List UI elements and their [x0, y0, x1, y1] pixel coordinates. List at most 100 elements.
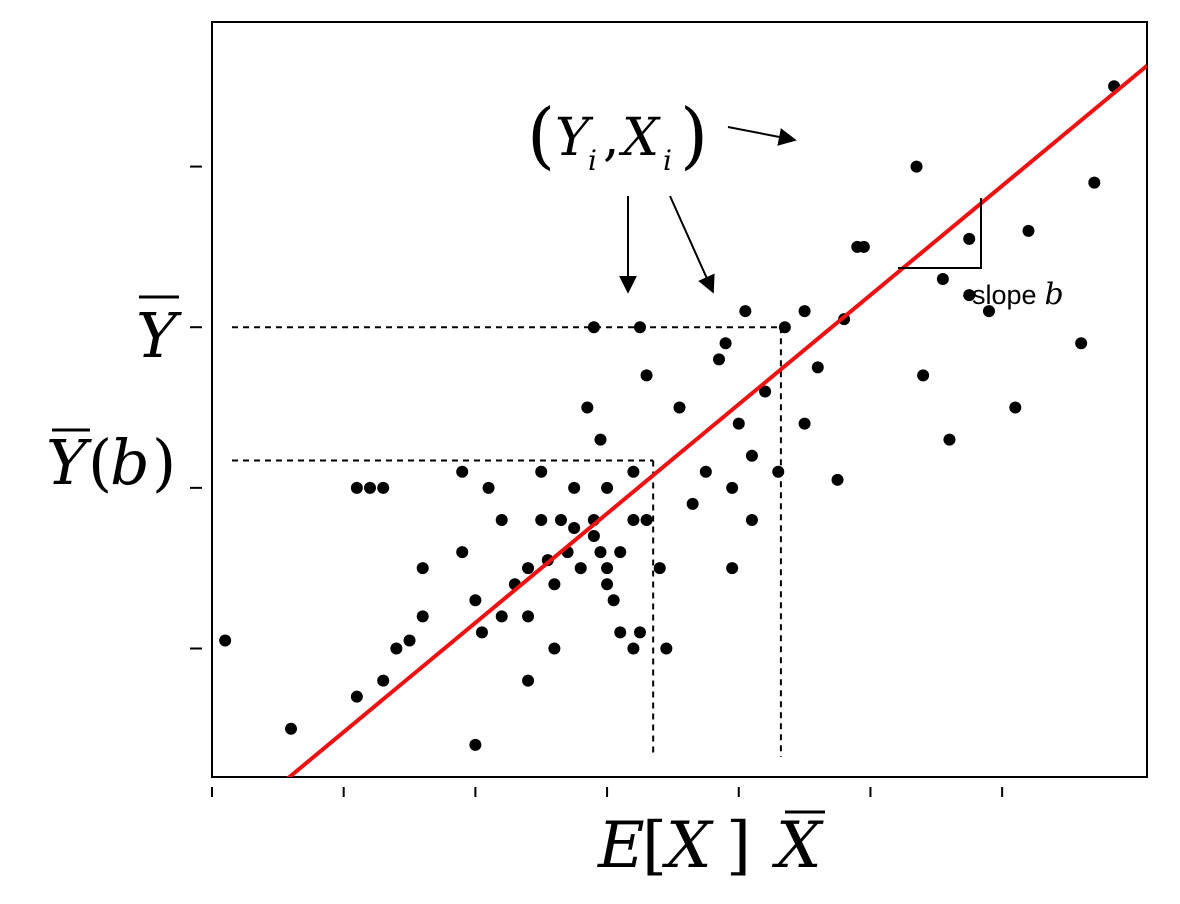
x-expect-label: E [ X ]: [597, 809, 751, 883]
data-point: [686, 497, 699, 510]
data-point: [554, 513, 567, 526]
svg-text:): ): [680, 93, 708, 177]
y-mean-b-label: Y ( b ): [46, 426, 176, 499]
data-point: [587, 530, 600, 543]
data-point: [726, 481, 739, 494]
data-point: [416, 610, 429, 623]
svg-text:b: b: [110, 426, 150, 499]
data-point: [403, 634, 416, 647]
svg-text:(: (: [88, 426, 112, 499]
data-point: [469, 594, 482, 607]
data-point: [673, 401, 686, 414]
data-point: [574, 562, 587, 575]
data-point: [522, 562, 535, 575]
data-point: [719, 337, 732, 350]
svg-text:]: ]: [726, 809, 751, 883]
annotation-arrows: [619, 126, 797, 294]
data-point: [633, 321, 646, 334]
data-point: [653, 562, 666, 575]
data-point: [594, 433, 607, 446]
data-point: [581, 401, 594, 414]
data-point: [469, 738, 482, 751]
svg-text:E: E: [597, 809, 645, 883]
point-label-x: X: [618, 108, 661, 168]
data-point: [699, 465, 712, 478]
data-point: [601, 562, 614, 575]
svg-text:): ): [152, 426, 176, 499]
data-point: [568, 522, 581, 535]
data-point: [568, 481, 581, 494]
data-point: [594, 546, 607, 559]
data-points: [219, 80, 1121, 751]
data-point: [377, 674, 390, 687]
data-point: [601, 481, 614, 494]
data-point: [1088, 176, 1101, 189]
data-point: [640, 369, 653, 382]
data-point: [350, 690, 363, 703]
data-point: [350, 481, 363, 494]
svg-text:Y: Y: [46, 426, 92, 499]
plot-frame: [211, 21, 1148, 778]
data-point: [772, 465, 785, 478]
fit-line-group: [286, 64, 1147, 777]
point-label-y-sub: i: [588, 144, 597, 177]
data-point: [614, 546, 627, 559]
svg-text:,: ,: [603, 108, 620, 168]
reference-lines: [232, 326, 782, 757]
data-point: [739, 305, 752, 318]
data-point: [745, 449, 758, 462]
data-point: [535, 465, 548, 478]
data-point: [219, 634, 232, 647]
data-point: [607, 594, 620, 607]
data-point: [745, 513, 758, 526]
data-point: [548, 578, 561, 591]
slope-bracket: [898, 198, 982, 269]
data-point: [522, 610, 535, 623]
data-point: [982, 305, 995, 318]
data-point: [364, 481, 377, 494]
data-point: [456, 546, 469, 559]
data-point: [1075, 337, 1088, 350]
data-point: [811, 361, 824, 374]
data-point: [963, 232, 976, 245]
data-point: [917, 369, 930, 382]
point-label: ( Y i , X i ): [527, 93, 708, 177]
data-point: [627, 642, 640, 655]
data-point: [601, 578, 614, 591]
data-point: [548, 642, 561, 655]
svg-text:X: X: [771, 809, 824, 883]
axis-ticks: [190, 165, 1004, 797]
point-label-y: Y: [555, 108, 594, 168]
data-point: [732, 417, 745, 430]
data-point: [633, 626, 646, 639]
data-point: [640, 513, 653, 526]
y-mean-label: Y: [136, 295, 182, 372]
data-point: [831, 473, 844, 486]
fit-line: [286, 64, 1147, 777]
svg-text:X: X: [661, 809, 714, 883]
data-point: [587, 321, 600, 334]
data-point: [285, 722, 298, 735]
data-point: [627, 513, 640, 526]
data-point: [456, 465, 469, 478]
data-point: [495, 610, 508, 623]
data-point: [482, 481, 495, 494]
data-point: [416, 562, 429, 575]
x-mean-label: X: [771, 809, 825, 883]
slope-label: slope b: [972, 277, 1064, 312]
svg-text:[: [: [642, 809, 667, 883]
data-point: [660, 642, 673, 655]
data-point: [963, 289, 976, 302]
data-point: [377, 481, 390, 494]
data-point: [1009, 401, 1022, 414]
data-point: [759, 385, 772, 398]
svg-text:(: (: [527, 93, 555, 177]
data-point: [627, 465, 640, 478]
data-point: [726, 562, 739, 575]
data-point: [857, 240, 870, 253]
data-point: [614, 626, 627, 639]
data-point: [535, 513, 548, 526]
data-point: [910, 160, 923, 173]
data-point: [495, 513, 508, 526]
